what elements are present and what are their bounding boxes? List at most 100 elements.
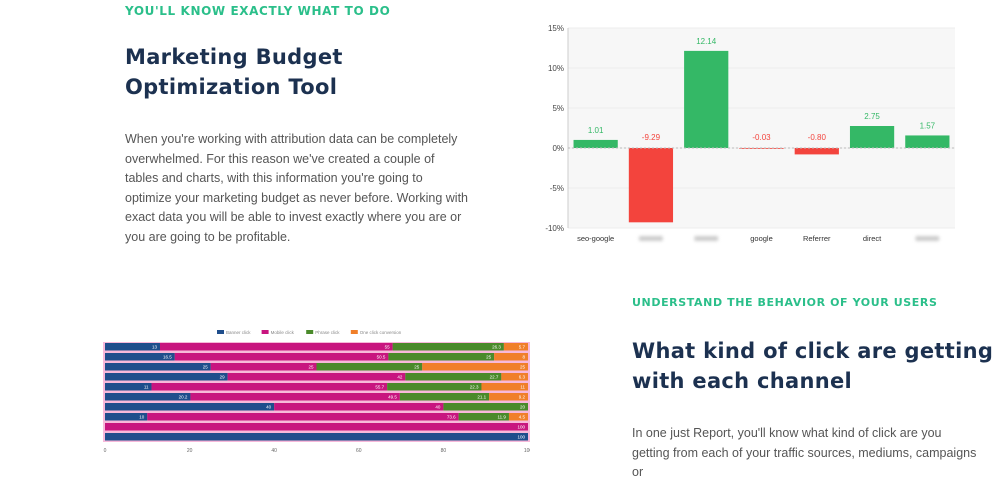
stacked-segment	[105, 433, 528, 441]
y-tick-label: -10%	[545, 224, 564, 233]
x-tick-label: 60	[356, 448, 362, 454]
title-line: with each channel	[632, 369, 853, 393]
segment-label: 11	[144, 385, 149, 390]
x-tick-label: 100	[524, 448, 530, 454]
x-tick-label: Referrer	[803, 234, 831, 243]
segment-label: 25	[414, 365, 420, 370]
y-tick-label: 0%	[552, 144, 564, 153]
stacked-segment	[174, 353, 389, 361]
stacked-segment	[147, 413, 459, 421]
stacked-segment	[503, 343, 528, 351]
segment-label: 100	[517, 435, 525, 440]
title-line: Marketing Budget	[125, 45, 343, 69]
segment-label: 49.5	[388, 395, 397, 400]
segment-label: 11.9	[498, 415, 507, 420]
stacked-segment	[105, 383, 152, 391]
segment-label: 6.3	[519, 375, 526, 380]
data-label: 2.75	[864, 112, 880, 121]
segment-label: 40	[435, 405, 441, 410]
segment-label: 13	[152, 345, 158, 350]
data-label: -0.03	[752, 133, 771, 142]
segment-label: 29	[220, 375, 226, 380]
stacked-segment	[105, 393, 191, 401]
y-tick-label: 5%	[552, 104, 564, 113]
bar	[905, 135, 950, 148]
legend-swatch	[261, 330, 269, 334]
segment-label: 100	[517, 425, 525, 430]
segment-label: 25	[486, 355, 492, 360]
segment-label: 42	[397, 375, 403, 380]
legend-label: One click conversion	[360, 330, 402, 335]
segment-label: 26.3	[492, 345, 501, 350]
segment-label: 22.7	[490, 375, 499, 380]
x-tick-label: 80	[441, 448, 447, 454]
bar	[684, 50, 729, 148]
stacked-segment	[274, 403, 444, 411]
plot-area	[568, 28, 955, 228]
data-label: -9.29	[642, 133, 661, 142]
stacked-segment	[508, 413, 528, 421]
stacked-segment	[392, 343, 504, 351]
legend-label: Phrase click	[315, 330, 340, 335]
stacked-segment	[210, 363, 317, 371]
click-type-stacked-chart: Banner click Mobile click Phrase click One …	[103, 330, 530, 454]
segment-label: 73.6	[447, 415, 456, 420]
stacked-segment	[105, 363, 211, 371]
stacked-segment	[105, 413, 148, 421]
section1-eyebrow: YOU'LL KNOW EXACTLY WHAT TO DO	[125, 4, 391, 18]
segment-label: 21.1	[477, 395, 486, 400]
legend-swatch	[217, 330, 224, 334]
stacked-segment	[422, 363, 528, 371]
section2-eyebrow: UNDERSTAND THE BEHAVIOR OF YOUR USERS	[632, 296, 938, 309]
x-tick-label: seo-google	[577, 234, 614, 243]
data-label: -0.80	[808, 133, 827, 142]
x-tick-label-blurred	[694, 236, 719, 241]
stacked-segment	[105, 423, 528, 431]
segment-label: 11	[520, 385, 525, 390]
stacked-segment	[227, 373, 406, 381]
section2-paragraph: In one just Report, you'll know what kin…	[632, 426, 977, 479]
stacked-segment	[159, 343, 393, 351]
y-tick-label: 15%	[548, 24, 564, 33]
stacked-segment	[316, 363, 423, 371]
section1-title: Marketing Budget Optimization Tool	[125, 42, 343, 102]
segment-label: 25	[203, 365, 209, 370]
stacked-segment	[405, 373, 502, 381]
segment-label: 20	[520, 405, 526, 410]
stacked-segment	[443, 403, 528, 411]
title-line: Optimization Tool	[125, 75, 338, 99]
title-line: What kind of click are getting	[632, 339, 994, 363]
legend-label: Banner click	[226, 330, 251, 335]
stacked-segment	[388, 353, 495, 361]
x-tick-label-blurred	[915, 236, 940, 241]
y-tick-label: -5%	[550, 184, 564, 193]
x-tick-label: 0	[104, 448, 107, 454]
x-tick-label: google	[750, 234, 773, 243]
legend-label: Mobile click	[271, 330, 295, 335]
budget-bar-chart: 15% 10% 5% 0% -5% -10% 1.01 seo-google -9.29 12.1…	[545, 24, 955, 243]
x-tick-label: direct	[863, 234, 882, 243]
section1-paragraph: When you're working with attribution dat…	[125, 132, 468, 244]
stacked-segment	[105, 353, 175, 361]
section2-title: What kind of click are getting with each…	[632, 336, 993, 396]
stacked-segment	[399, 393, 490, 401]
segment-label: 40	[266, 405, 272, 410]
x-tick-label-blurred	[638, 236, 663, 241]
stacked-segment	[458, 413, 509, 421]
segment-label: 8	[522, 355, 525, 360]
bar	[573, 139, 618, 148]
data-label: 1.57	[920, 121, 936, 130]
x-tick-label: 20	[187, 448, 193, 454]
segment-label: 25	[520, 365, 526, 370]
stacked-segment	[105, 373, 228, 381]
stacked-segment	[105, 343, 160, 351]
bar	[849, 126, 895, 148]
stacked-segment	[190, 393, 400, 401]
segment-label: 55	[385, 345, 391, 350]
bar	[794, 148, 839, 155]
data-label: 12.14	[696, 37, 717, 46]
stacked-segment	[387, 383, 482, 391]
stacked-segment	[489, 393, 528, 401]
y-tick-label: 10%	[548, 64, 564, 73]
segment-label: 5.7	[519, 345, 526, 350]
